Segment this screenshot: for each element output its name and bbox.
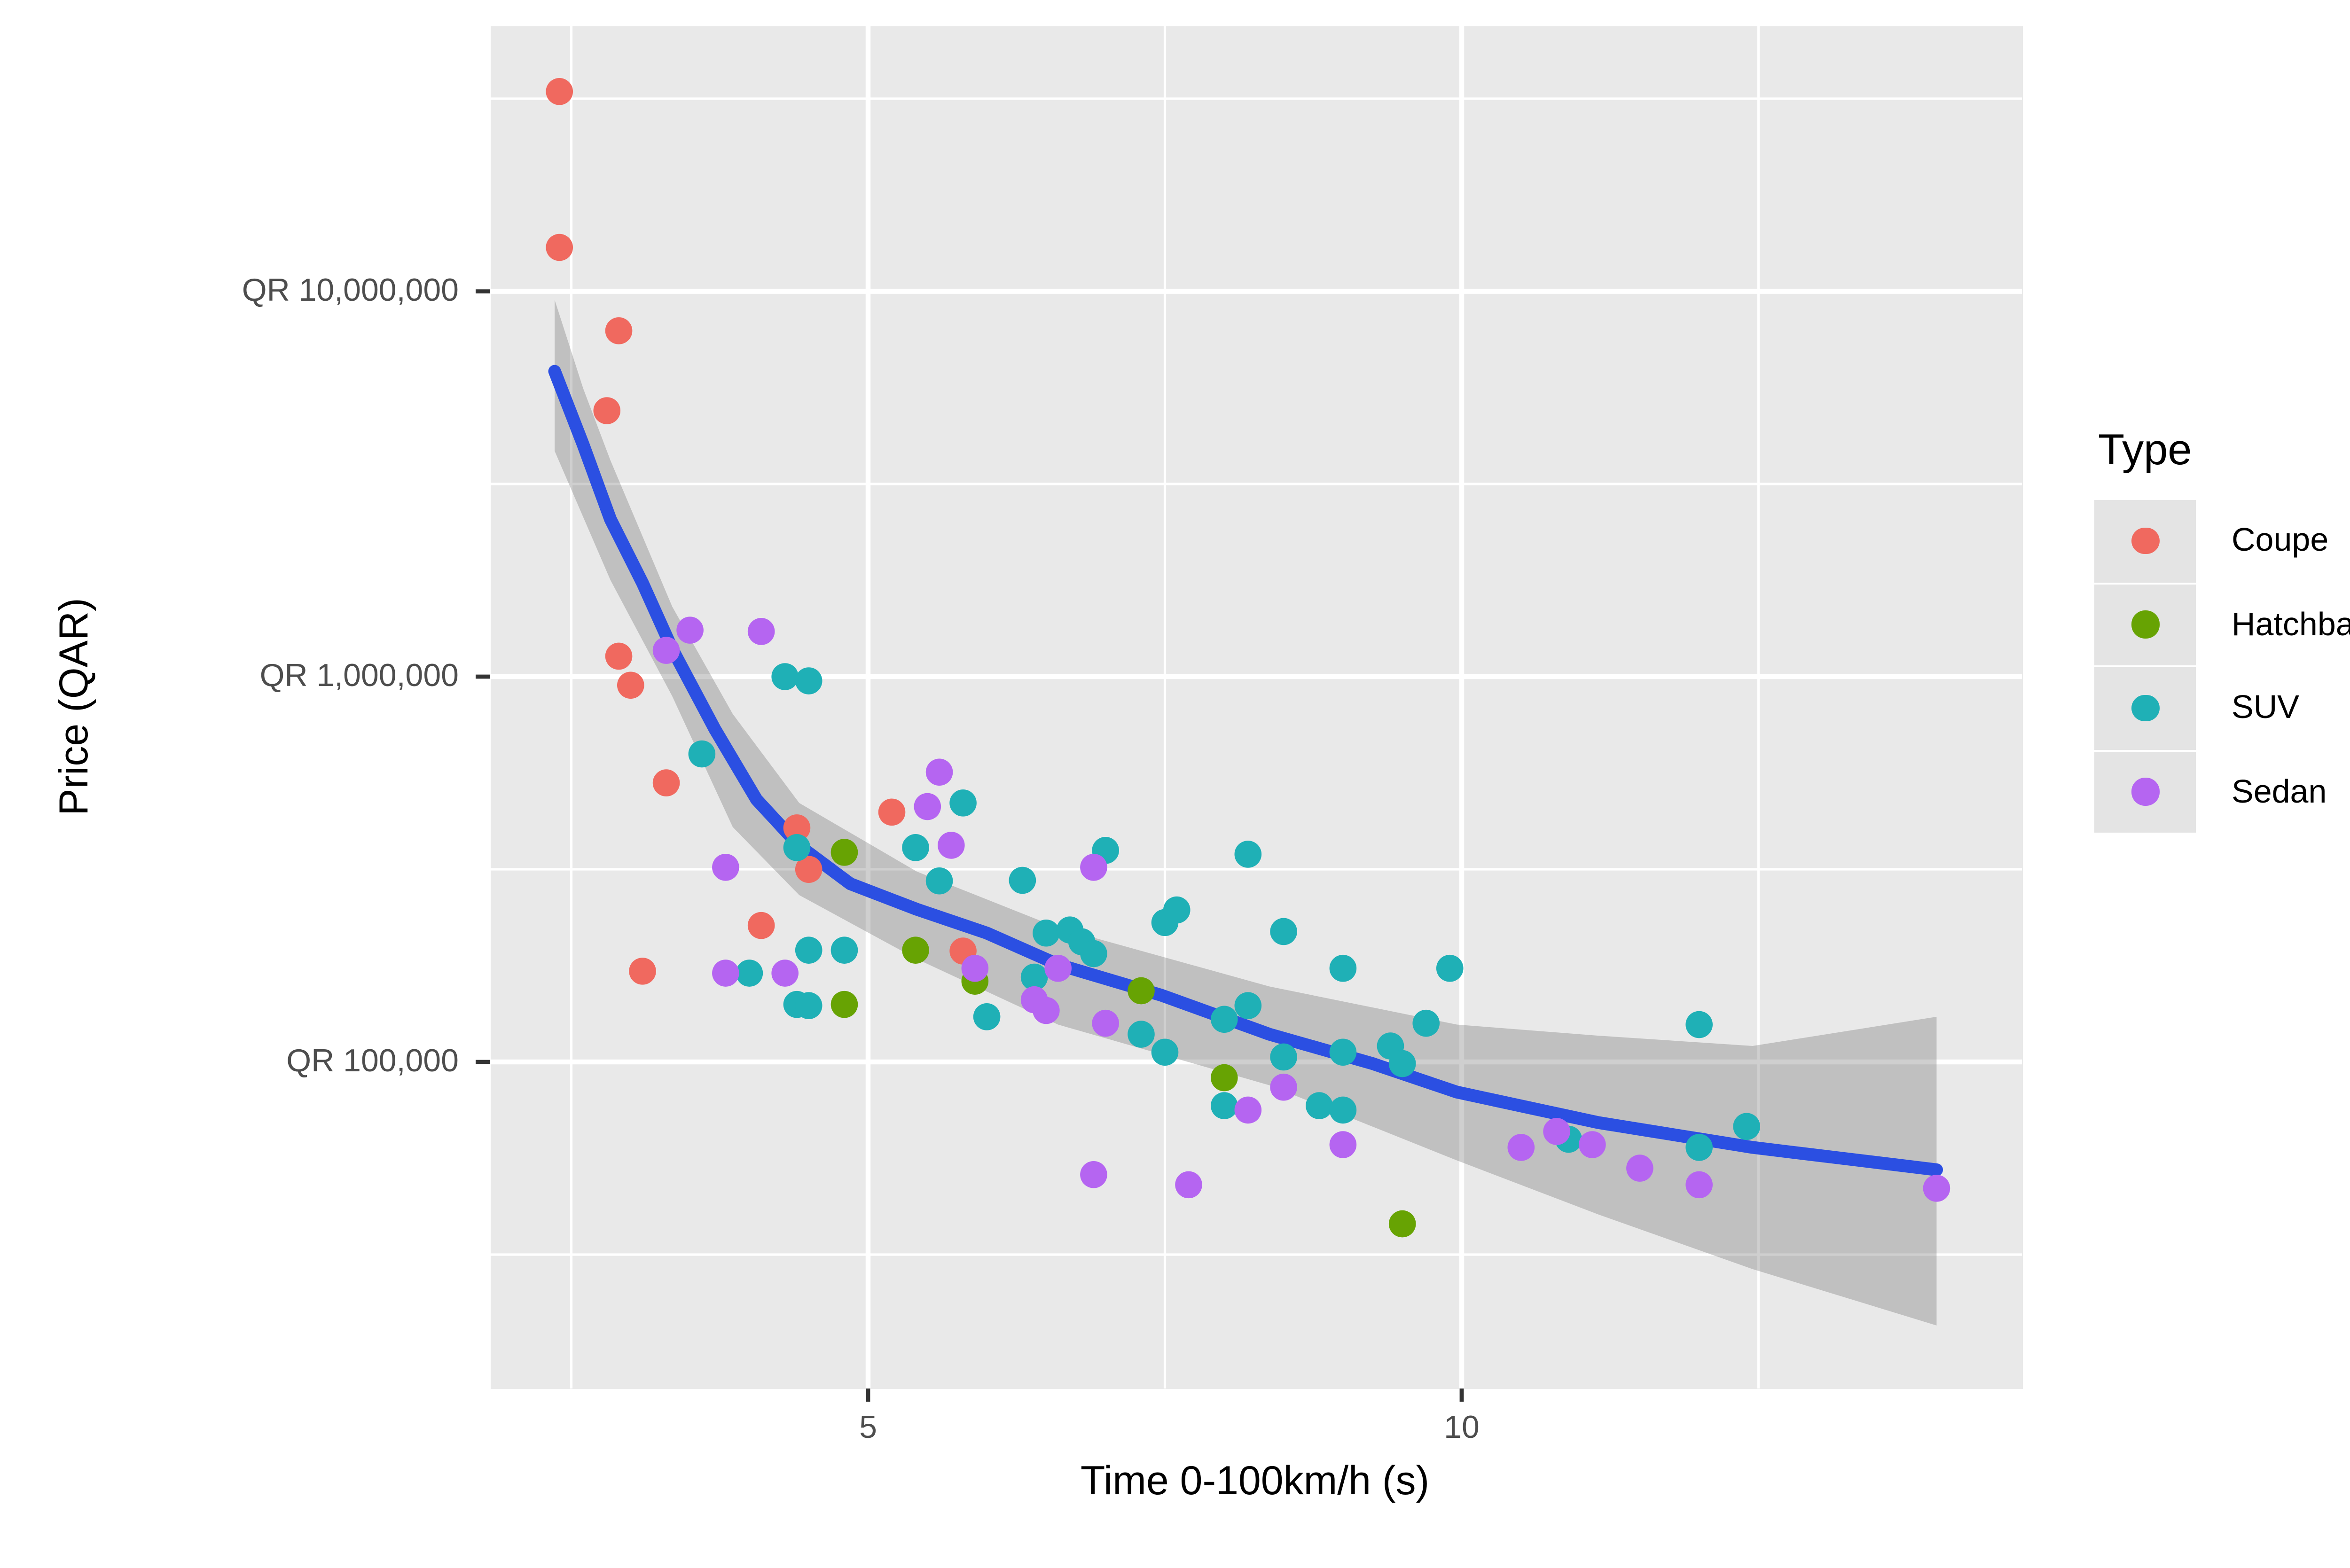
legend-dot-icon bbox=[2131, 694, 2159, 722]
x-axis-title: Time 0-100km/h (s) bbox=[1080, 1459, 1430, 1504]
legend-label: SUV bbox=[2232, 688, 2299, 726]
x-tick-label: 5 bbox=[859, 1410, 877, 1445]
legend-key bbox=[2094, 500, 2196, 582]
legend-rows: Coupe Hatchback SUV Sedan bbox=[2094, 500, 2350, 833]
legend-label: Sedan bbox=[2232, 772, 2327, 810]
plot-panel bbox=[490, 26, 2022, 1389]
legend: Type Coupe Hatchback SUV Sedan bbox=[2094, 425, 2350, 835]
x-tick-label: 10 bbox=[1444, 1410, 1480, 1445]
legend-label: Coupe bbox=[2232, 521, 2329, 559]
y-tick-label: QR 100,000 bbox=[286, 1043, 459, 1079]
legend-item-suv: SUV bbox=[2094, 667, 2350, 749]
legend-item-hatchback: Hatchback bbox=[2094, 584, 2350, 665]
legend-item-coupe: Coupe bbox=[2094, 500, 2350, 582]
y-tick-label: QR 10,000,000 bbox=[242, 273, 459, 308]
y-tick-label: QR 1,000,000 bbox=[259, 658, 459, 694]
legend-label: Hatchback bbox=[2232, 605, 2350, 642]
legend-key bbox=[2094, 667, 2196, 749]
legend-dot-icon bbox=[2131, 611, 2159, 638]
y-axis-title: Price (QAR) bbox=[52, 598, 97, 816]
legend-dot-icon bbox=[2131, 778, 2159, 805]
legend-key bbox=[2094, 584, 2196, 665]
legend-key bbox=[2094, 751, 2196, 833]
legend-title: Type bbox=[2098, 425, 2192, 474]
legend-item-sedan: Sedan bbox=[2094, 751, 2350, 833]
legend-dot-icon bbox=[2131, 527, 2159, 554]
